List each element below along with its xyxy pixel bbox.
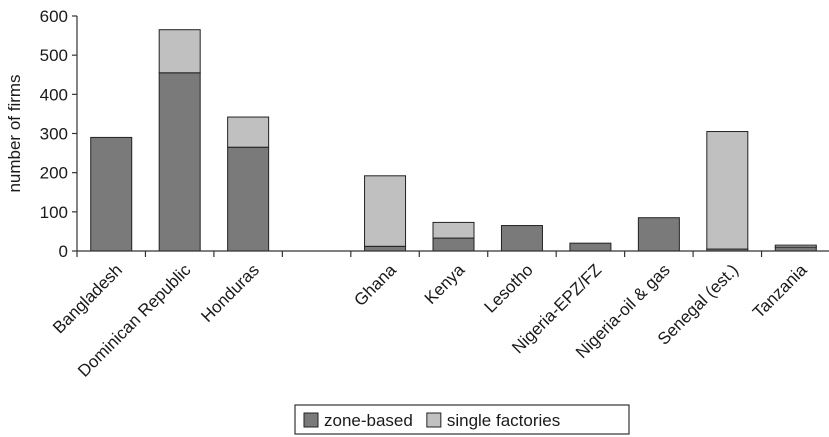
legend: zone-based single factories [294, 404, 630, 435]
bar-segment [227, 146, 270, 252]
y-tick-label: 100 [40, 203, 68, 222]
y-tick-label: 300 [40, 125, 68, 144]
bar-segment [227, 116, 270, 148]
legend-swatch [303, 412, 319, 428]
bar-segment [364, 175, 407, 247]
x-tick-label: Dominican Republic [74, 260, 195, 381]
bar-segment [432, 237, 475, 252]
legend-box [294, 404, 630, 435]
y-tick-label: 500 [40, 46, 68, 65]
bar-segment [500, 225, 543, 252]
bar-segment [637, 217, 680, 252]
bar-segment [158, 72, 201, 252]
bar-segment [774, 244, 817, 248]
legend-label: single factories [447, 411, 560, 430]
bar-segment [158, 29, 201, 74]
y-axis-ticks: 0 100 200 300 400 500 600 [40, 7, 77, 261]
x-tick-label: Tanzania [749, 260, 811, 322]
bar-segment [90, 136, 133, 252]
bar-segment [569, 242, 612, 252]
x-tick-label: Kenya [421, 260, 469, 308]
legend-label: zone-based [324, 411, 413, 430]
y-axis-title: number of firms [5, 74, 24, 192]
x-tick-label: Honduras [197, 260, 263, 326]
y-tick-label: 600 [40, 7, 68, 26]
y-tick-label: 200 [40, 164, 68, 183]
x-axis-ticks [76, 251, 763, 257]
bar-segment [706, 131, 749, 250]
x-tick-label: Lesotho [481, 260, 537, 316]
bar-segment [364, 245, 407, 252]
y-tick-label: 400 [40, 85, 68, 104]
bars [90, 29, 817, 252]
bar-segment [432, 221, 475, 239]
legend-swatch [426, 412, 442, 428]
y-tick-label: 0 [59, 242, 68, 261]
x-tick-label: Ghana [350, 260, 400, 310]
